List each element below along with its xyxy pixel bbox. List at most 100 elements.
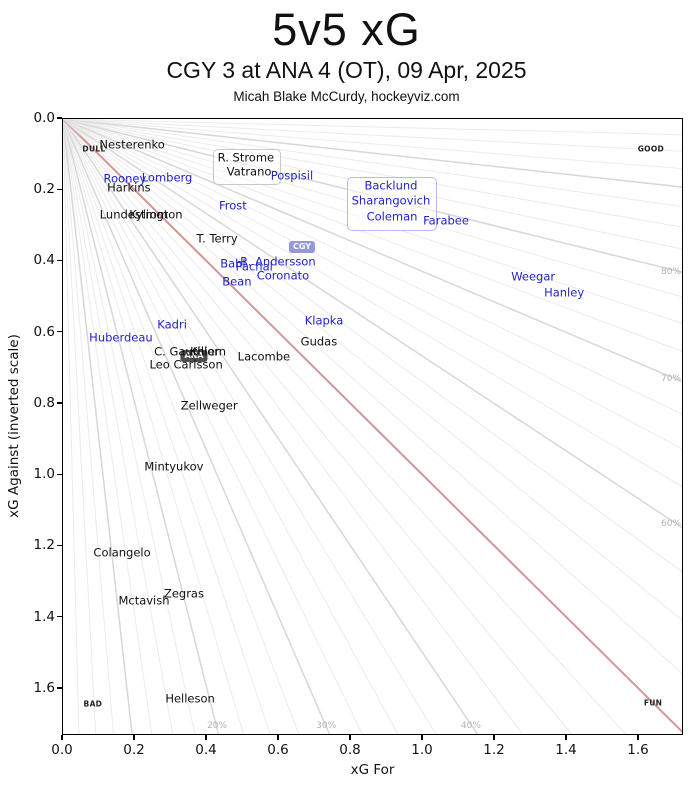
pct-label: 30% [316,721,337,732]
x-tick-mark [493,735,495,740]
pct-line [63,119,682,450]
x-tick-mark [637,735,639,740]
player-label: Huberdeau [89,330,153,345]
pct-line [63,119,682,188]
pct-line [63,119,220,734]
pct-label: 70% [661,374,682,385]
x-tick-label: 0.4 [195,742,217,758]
player-label: Harkins [107,180,151,195]
player-label: Gudas [300,334,338,349]
player-label: Coronato [256,268,310,283]
pct-label: 80% [661,266,682,277]
y-axis-label: xG Against (inverted scale) [6,334,22,518]
pct-line [63,119,153,734]
pct-line [63,119,114,734]
y-tick-mark [57,259,62,262]
player-label: Kylington [129,207,183,222]
x-tick-mark [565,735,567,740]
pct-line [63,119,133,734]
x-tick-label: 0.0 [51,742,73,758]
player-label: Coleman [366,209,418,224]
player-label: Bahl [220,256,246,271]
plot-area: CGY ANA Rooney Lomberg Pospisil Frost Backlund… [62,118,683,735]
player-label: C. Gauthier [154,344,220,359]
fifty-pct-line [63,119,682,733]
player-label: R. Strome [217,150,275,165]
x-tick-label: 1.2 [483,742,505,758]
corner-label-dull: DULL [82,144,106,154]
pct-line [63,119,80,734]
player-label: Bean [222,274,252,289]
player-label: Weegar [511,269,556,284]
x-tick-label: 1.6 [627,742,649,758]
y-tick-label: 1.2 [33,537,55,554]
y-tick-mark [57,687,62,689]
player-label: Killorn [190,344,227,359]
pct-line [63,119,399,734]
y-tick-mark [57,544,62,547]
x-tick-label: 0.6 [267,742,289,758]
pct-line [63,119,682,208]
pct-line [63,119,682,674]
y-tick-label: 0.8 [33,394,55,411]
pct-line [63,119,682,152]
pct-line [63,119,523,734]
player-label: Lacombe [237,349,291,364]
y-tick-label: 0.4 [33,252,55,269]
y-tick-mark [57,117,62,119]
chart-subtitle: CGY 3 at ANA 4 (OT), 09 Apr, 2025 [166,57,527,83]
y-tick-label: 0.6 [33,323,55,340]
x-tick-mark [277,735,279,740]
y-tick-label: 0.2 [33,181,55,198]
pct-line [63,119,682,324]
y-tick-label: 0.0 [33,110,55,126]
y-tick-mark [57,473,62,475]
pct-line [63,119,682,170]
player-label: Mctavish [118,593,170,608]
pct-line [63,119,682,621]
player-label: Hanley [544,285,585,300]
pct-line [63,119,174,734]
corner-label-fun: FUN [643,698,663,708]
player-label: Lomberg [141,170,193,185]
player-label: Lundestrom [99,207,169,222]
player-label: Nesterenko [99,137,165,152]
player-label: Frost [219,198,247,213]
player-label: Colangelo [93,545,151,560]
annotation-box [213,148,281,186]
team-badge-ana: ANA [180,349,208,362]
pct-line [63,119,682,529]
y-tick-label: 1.6 [33,679,55,696]
player-label: Zegras [163,586,204,601]
pct-line [63,119,573,734]
player-label: Mintyukov [144,459,204,474]
x-axis-label: xG For [350,762,395,778]
y-tick-label: 1.0 [33,466,55,483]
x-tick-mark [349,735,351,740]
x-tick-label: 0.8 [339,742,361,758]
x-tick-mark [205,735,207,740]
player-label: Kadri [157,317,187,332]
chart-credit: Micah Blake McCurdy, hockeyviz.com [233,89,460,104]
pct-line [63,119,244,734]
x-tick-label: 1.4 [555,742,577,758]
x-tick-label: 1.0 [411,742,433,758]
player-label: Leo Carlsson [149,357,223,372]
y-tick-mark [57,616,62,618]
chart-title: 5v5 xG [272,4,421,55]
pct-line [63,119,437,734]
y-tick-label: 1.4 [33,608,55,625]
player-label: R. Andersson [240,254,316,269]
pct-line [63,119,196,734]
y-tick-mark [57,402,62,404]
corner-label-good: GOOD [637,144,665,154]
player-label: Helleson [165,691,215,706]
pct-label: 40% [460,721,481,732]
player-label: Backlund [364,178,418,193]
pct-label: 20% [207,721,228,732]
pct-line [63,119,682,573]
player-label: T. Terry [196,231,238,246]
pct-line [63,119,363,734]
pct-label: 60% [661,519,682,530]
